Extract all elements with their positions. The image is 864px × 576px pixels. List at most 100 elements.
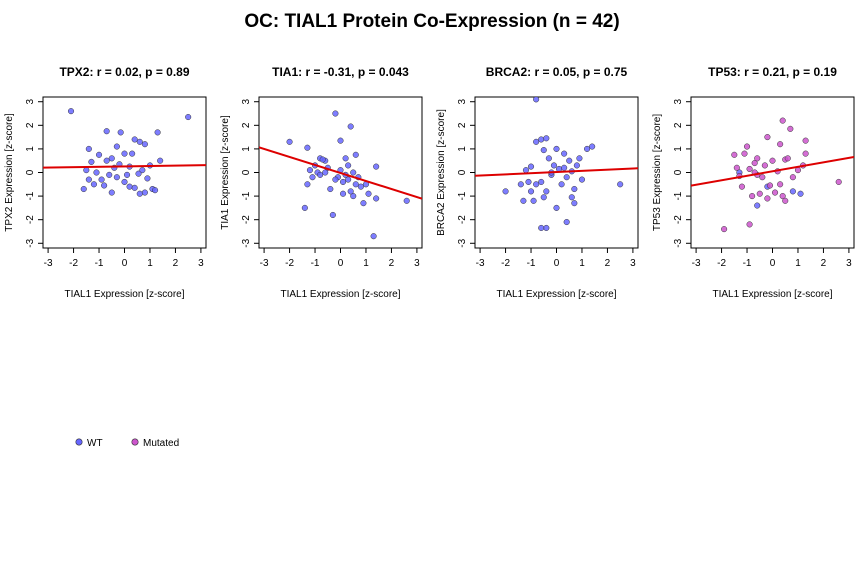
data-point <box>561 164 568 171</box>
x-axis-label: TIAL1 Expression [z-score] <box>64 289 184 300</box>
x-tick-label: 3 <box>198 258 204 269</box>
data-point <box>373 163 380 170</box>
data-point <box>306 167 313 174</box>
data-point <box>578 176 586 183</box>
data-point <box>154 129 161 136</box>
x-tick-label: 0 <box>122 258 128 269</box>
data-point <box>329 211 336 219</box>
x-tick-label: -3 <box>260 258 269 269</box>
x-tick-label: 2 <box>389 258 395 269</box>
data-point <box>754 202 761 209</box>
data-point <box>350 169 357 176</box>
x-axis-label: TIAL1 Expression [z-score] <box>496 289 616 300</box>
legend-label-wt: WT <box>87 438 103 449</box>
data-point <box>357 183 364 190</box>
data-point <box>766 182 774 189</box>
data-point <box>113 143 120 150</box>
x-tick-label: 1 <box>147 258 153 269</box>
data-point <box>67 108 75 115</box>
data-point <box>136 190 143 197</box>
data-point <box>533 181 540 188</box>
data-point <box>571 200 578 207</box>
data-point <box>141 189 148 196</box>
data-point <box>101 182 108 189</box>
data-point <box>131 136 138 143</box>
data-point <box>589 143 596 150</box>
data-point <box>571 185 578 193</box>
y-tick-label: 1 <box>457 146 468 152</box>
data-point <box>337 137 344 144</box>
regression-line <box>43 164 206 169</box>
x-tick-label: 3 <box>414 258 420 269</box>
panel-4: TP53: r = 0.21, p = 0.19 -3 -2 -1 0 1 2 3 -3 -2 -1… <box>652 65 855 300</box>
data-point <box>121 150 128 157</box>
data-point <box>553 204 560 211</box>
y-tick-label: 2 <box>241 122 252 128</box>
data-point <box>617 181 624 188</box>
data-point <box>540 147 547 154</box>
x-tick-label: 0 <box>554 258 560 269</box>
x-tick-label: 0 <box>770 258 776 269</box>
data-point <box>123 171 131 178</box>
data-point <box>782 197 789 204</box>
data-point <box>129 150 136 157</box>
y-tick-label: 1 <box>25 146 36 152</box>
x-tick-label: -1 <box>95 258 104 269</box>
x-tick-label: 2 <box>821 258 827 269</box>
y-tick-label: -1 <box>241 191 252 200</box>
data-point <box>777 141 784 148</box>
legend-label-mutated: Mutated <box>143 438 179 449</box>
x-tick-label: -2 <box>285 258 294 269</box>
data-point <box>561 150 568 157</box>
data-point <box>568 194 575 201</box>
data-point <box>769 157 776 164</box>
plot-area <box>475 97 638 231</box>
x-tick-label: -3 <box>476 258 485 269</box>
data-point <box>345 162 352 169</box>
y-tick-label: -1 <box>25 191 36 200</box>
data-point <box>741 150 748 157</box>
legend-marker-wt <box>75 438 83 446</box>
panel-1: TPX2: r = 0.02, p = 0.89 -3 -2 -1 0 1 2 3 -3 -2 -1… <box>4 65 207 300</box>
data-point <box>370 233 377 240</box>
y-tick-label: 1 <box>241 146 252 152</box>
data-point <box>789 174 796 181</box>
data-point <box>764 134 771 141</box>
data-point <box>345 176 352 183</box>
y-tick-label: 3 <box>457 99 468 105</box>
data-point <box>85 176 92 183</box>
data-point <box>157 157 164 164</box>
data-point <box>103 128 110 135</box>
y-tick-label: -1 <box>457 191 468 200</box>
data-point <box>347 188 354 195</box>
y-tick-label: 3 <box>673 99 684 105</box>
data-point <box>538 224 545 231</box>
data-point <box>527 188 535 195</box>
legend-marker-mutated <box>131 438 139 446</box>
panels: TPX2: r = 0.02, p = 0.89 -3 -2 -1 0 1 2 3 -3 -2 -1… <box>4 65 855 300</box>
x-tick-label: 2 <box>605 258 611 269</box>
y-tick-label: 0 <box>241 169 252 175</box>
data-point <box>543 224 550 231</box>
x-tick-label: -3 <box>692 258 701 269</box>
data-point <box>520 197 527 204</box>
data-point <box>152 187 159 194</box>
data-point <box>339 190 347 197</box>
data-point <box>144 175 151 182</box>
x-tick-label: 3 <box>846 258 852 269</box>
data-point <box>342 155 349 162</box>
data-point <box>751 160 758 167</box>
data-point <box>761 162 768 169</box>
y-tick-label: -2 <box>673 215 684 224</box>
data-point <box>185 114 192 121</box>
panel-title: TP53: r = 0.21, p = 0.19 <box>708 65 837 79</box>
data-point <box>797 190 804 197</box>
y-tick-label: -2 <box>241 215 252 224</box>
data-point <box>527 163 535 170</box>
data-point <box>584 145 591 152</box>
data-point <box>733 164 740 171</box>
y-tick-label: 1 <box>673 146 684 152</box>
data-point <box>802 137 809 144</box>
data-point <box>517 181 524 188</box>
data-point <box>350 193 357 200</box>
